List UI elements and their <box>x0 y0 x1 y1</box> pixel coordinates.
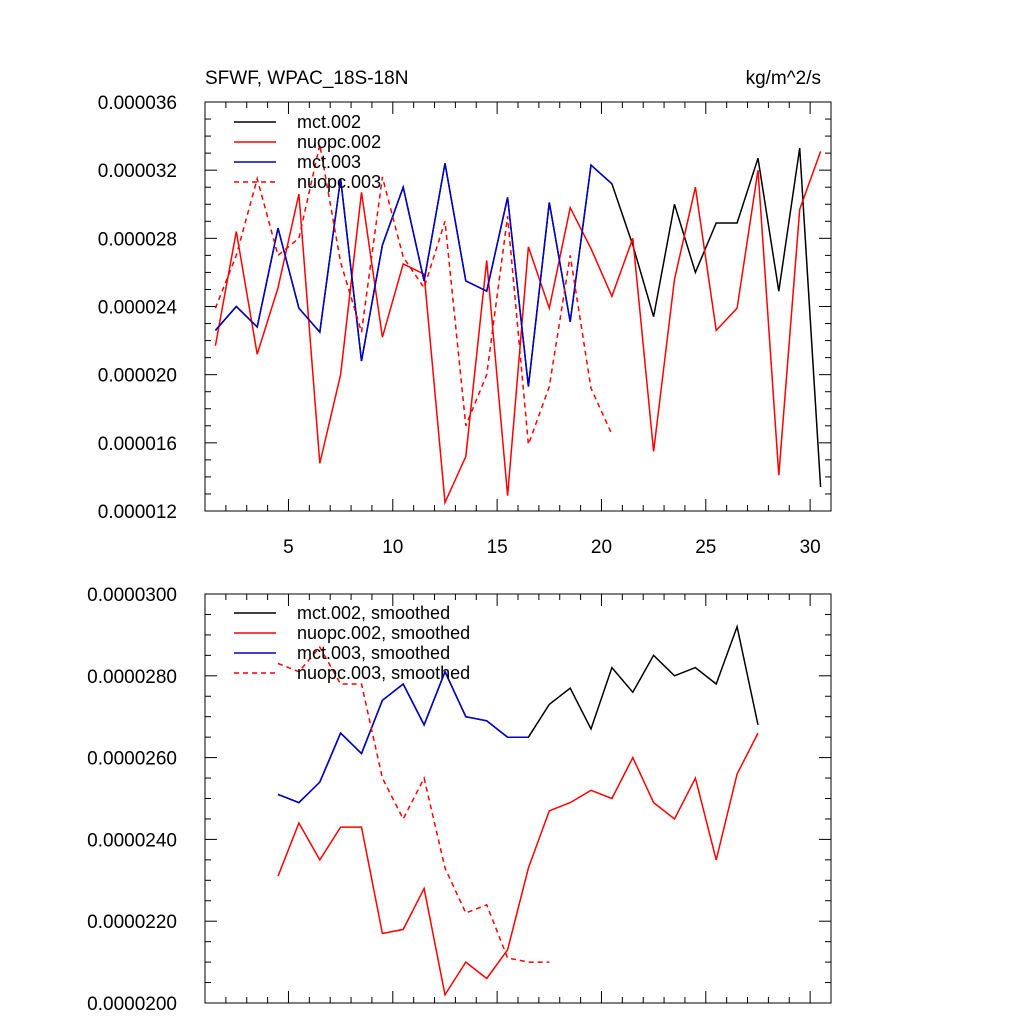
top-legend-label: nuopc.002 <box>297 132 381 152</box>
top-panel: SFWF, WPAC_18S-18N kg/m^2/s 0.0000120.00… <box>98 68 832 558</box>
bottom-y-tick-label: 0.0000300 <box>87 585 177 606</box>
bottom-legend-label: nuopc.002, smoothed <box>297 623 470 643</box>
top-y-tick-label: 0.000032 <box>98 161 177 182</box>
top-x-tick-labels: 5 10 15 20 25 30 <box>283 537 821 558</box>
top-chart-title: SFWF, WPAC_18S-18N <box>205 68 408 89</box>
bottom-series-line-nuopc-003-smoothed <box>277 645 550 963</box>
top-y-tick-label: 0.000036 <box>98 93 177 114</box>
top-chart-units: kg/m^2/s <box>746 68 821 89</box>
top-series-line-nuopc-003 <box>214 144 613 445</box>
top-series-line-nuopc-002 <box>214 151 822 506</box>
bottom-legend-label: mct.002, smoothed <box>297 603 450 623</box>
top-series-line-mct-003 <box>214 163 613 387</box>
bottom-y-tick-label: 0.0000200 <box>87 994 177 1015</box>
top-x-tick-label: 10 <box>382 537 403 558</box>
bottom-legend-label: nuopc.003, smoothed <box>297 663 470 683</box>
top-y-tick-label: 0.000012 <box>98 502 177 523</box>
bottom-y-tick-label: 0.0000240 <box>87 830 177 851</box>
top-y-tick-label: 0.000020 <box>98 366 177 387</box>
bottom-legend-label: mct.003, smoothed <box>297 643 450 663</box>
top-y-tick-label: 0.000028 <box>98 229 177 250</box>
bottom-series-lines <box>277 623 759 997</box>
bottom-y-tick-labels: 0.0000200 0.0000220 0.0000240 0.0000260 0.00… <box>87 585 177 1015</box>
top-y-tick-label: 0.000016 <box>98 434 177 455</box>
bottom-series-line-mct-003-smoothed <box>277 669 529 804</box>
top-axis-ticks <box>204 101 832 512</box>
top-x-tick-label: 20 <box>591 537 612 558</box>
top-y-tick-labels: 0.000012 0.000016 0.000020 0.000024 0.000028… <box>98 93 178 523</box>
bottom-y-tick-label: 0.0000220 <box>87 912 177 933</box>
bottom-panel: 0.0000200 0.0000220 0.0000240 0.0000260 0.00… <box>87 585 832 1015</box>
bottom-y-tick-label: 0.0000260 <box>87 749 177 770</box>
bottom-series-line-nuopc-002-smoothed <box>277 732 759 997</box>
top-legend-label: mct.002 <box>297 112 361 132</box>
top-x-tick-label: 5 <box>283 537 294 558</box>
top-x-tick-label: 15 <box>487 537 508 558</box>
top-legend-label: nuopc.003 <box>297 172 381 192</box>
top-x-tick-label: 30 <box>800 537 821 558</box>
bottom-y-tick-label: 0.0000280 <box>87 667 177 688</box>
top-x-tick-label: 25 <box>695 537 716 558</box>
top-y-tick-label: 0.000024 <box>98 298 178 319</box>
top-series-lines <box>214 144 822 506</box>
top-legend-label: mct.003 <box>297 152 361 172</box>
bottom-axis-ticks <box>204 593 832 1004</box>
